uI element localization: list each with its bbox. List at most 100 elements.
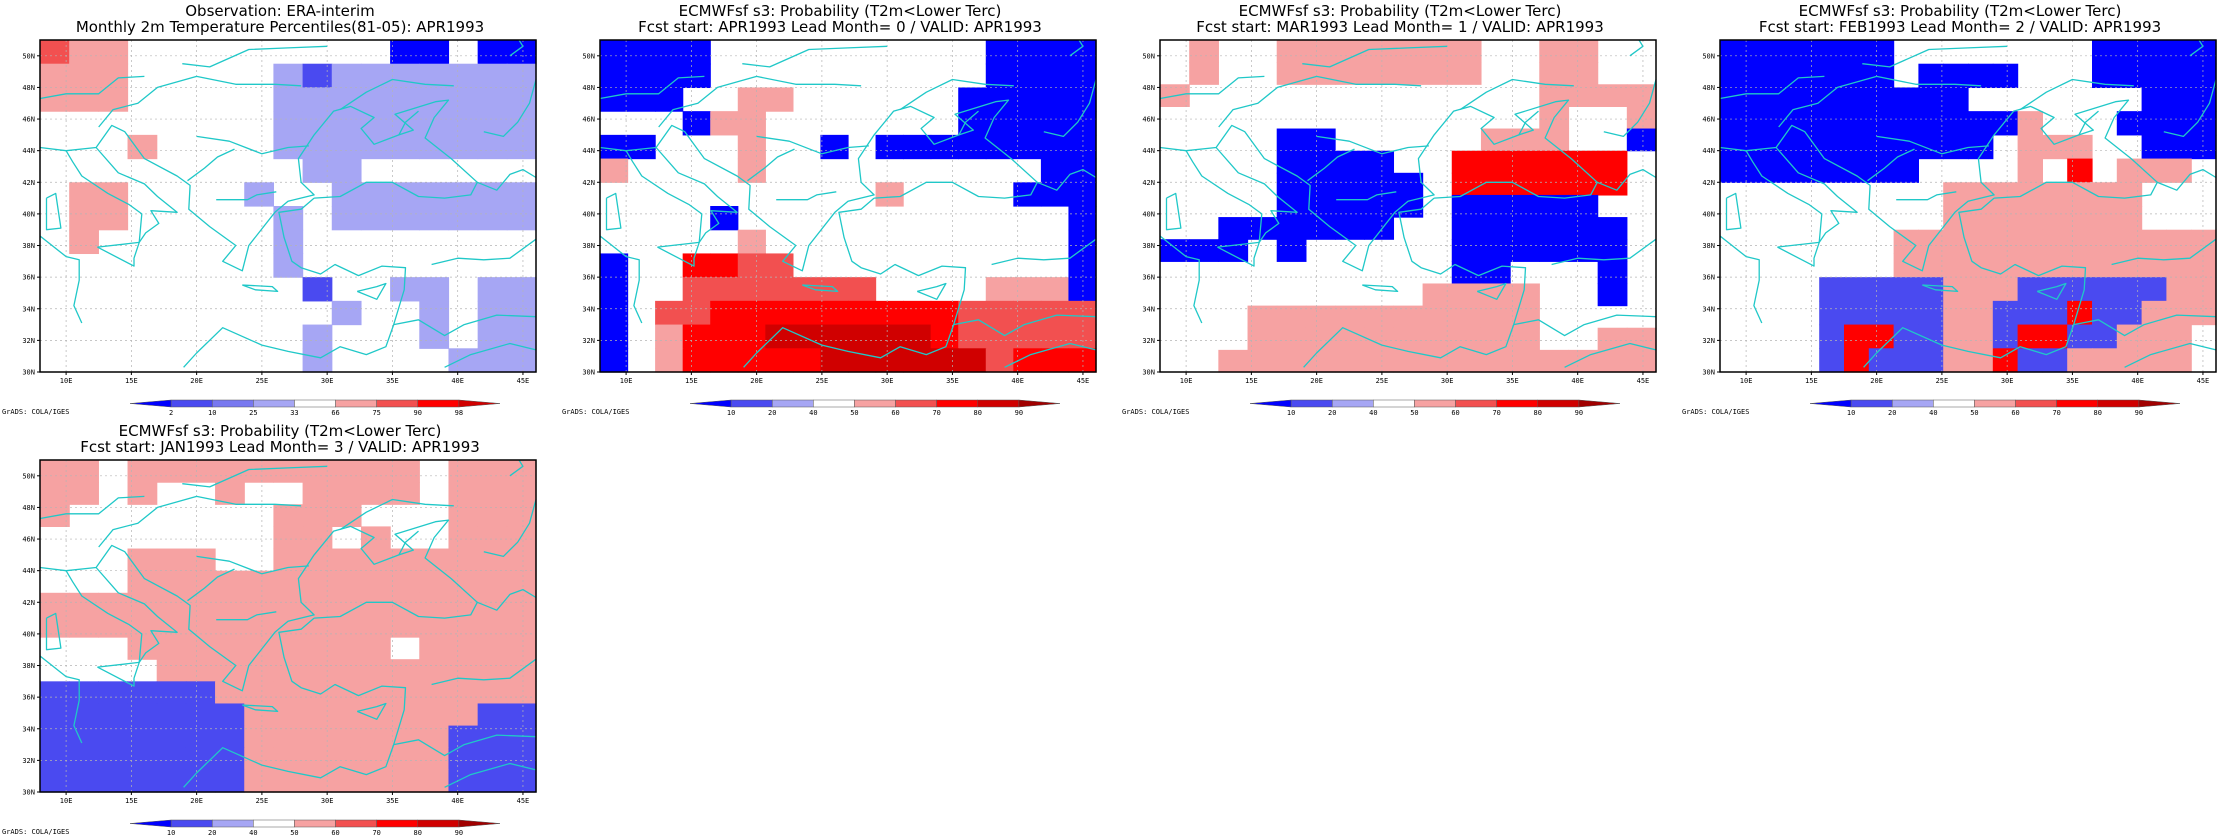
grid-cell <box>360 206 391 231</box>
grid-cell <box>477 681 508 705</box>
grid-cell <box>1510 150 1540 174</box>
grid-cell <box>506 134 537 160</box>
grid-cell <box>244 460 275 483</box>
grid-cell <box>360 111 391 136</box>
grid-cell <box>69 182 99 207</box>
grid-cell <box>1451 239 1482 262</box>
grid-cell <box>600 300 629 326</box>
grid-cell <box>273 592 304 616</box>
grid-cell <box>390 769 420 793</box>
colorbar-label: 60 <box>891 409 899 417</box>
colorbar-label: 60 <box>1451 409 1459 417</box>
grid-cell <box>1992 229 2019 255</box>
coastline <box>1159 99 1598 272</box>
grid-cell <box>903 134 932 160</box>
grid-cell <box>820 348 849 373</box>
coastline <box>393 314 537 337</box>
grid-cell <box>360 182 391 207</box>
grid-cell <box>848 324 877 349</box>
grid-cell <box>302 725 333 749</box>
colorbar-label: 80 <box>974 409 982 417</box>
colorbar-label: 50 <box>1410 409 1418 417</box>
lon-tick-label: 40E <box>2131 377 2144 385</box>
grid-cell <box>2017 134 2043 160</box>
grid-cell <box>1597 239 1628 262</box>
colorbar-label: 10 <box>727 409 735 417</box>
coastlines <box>39 459 537 788</box>
grid-cell <box>985 40 1014 65</box>
grid-cell <box>1968 111 1994 136</box>
colorbar-swatch <box>170 399 213 408</box>
grid-cell <box>600 134 629 160</box>
grid-cell <box>2166 253 2192 278</box>
grid-cell <box>448 504 479 527</box>
colorbar: 10 20 40 50 60 70 80 90 <box>129 819 501 837</box>
grid-cell <box>1335 327 1365 351</box>
grid-cell <box>2116 158 2143 183</box>
grid-cell <box>69 725 99 749</box>
grid-cell <box>1480 194 1511 218</box>
grid-cell <box>2042 324 2068 349</box>
lat-tick-label: 34N <box>22 305 35 313</box>
grid-cell <box>1305 194 1336 218</box>
colorbar-swatch <box>376 399 419 408</box>
shaded-cells <box>1720 40 2217 373</box>
colorbar-swatch <box>129 819 172 828</box>
coastline <box>483 79 537 138</box>
grid-cell <box>448 63 479 89</box>
lat-tick-label: 36N <box>1142 274 1155 282</box>
shaded-cells <box>1160 40 1657 373</box>
coastline <box>1459 78 1574 111</box>
grid-cell <box>765 253 794 278</box>
colorbar-swatch <box>1850 399 1893 408</box>
colorbar-swatch <box>129 399 172 408</box>
coastline <box>2157 168 2217 191</box>
grid-cell <box>1943 182 1969 207</box>
colorbar-label: 50 <box>850 409 858 417</box>
credit-text: GrADS: COLA/IGES <box>2 828 70 836</box>
grid-cell <box>737 253 766 278</box>
grid-cell <box>127 637 158 660</box>
coastline <box>1215 147 1298 243</box>
grid-cell <box>1068 63 1097 89</box>
grid-cell <box>360 526 391 550</box>
grid-cell <box>1539 62 1570 85</box>
grid-cell <box>600 40 629 65</box>
grid-cell <box>477 206 508 231</box>
grid-cell <box>1992 277 2019 302</box>
colorbar-swatch <box>1537 399 1580 408</box>
lat-tick-label: 38N <box>1142 242 1155 250</box>
grid-cell <box>1918 87 1944 112</box>
coastline <box>742 45 888 68</box>
grid-cell <box>985 300 1014 326</box>
grid-cell <box>1393 40 1424 63</box>
grid-cell <box>682 40 711 65</box>
grid-cell <box>1844 324 1870 349</box>
panel-title-line1: ECMWFsf s3: Probability (T2m<Lower Terc) <box>678 2 1002 20</box>
colorbar-label: 80 <box>2094 409 2102 417</box>
grid-cell <box>273 747 304 771</box>
grid-cell <box>1819 300 1845 326</box>
coastline <box>1867 148 1915 182</box>
map-frame <box>39 39 537 373</box>
grid-cell <box>1040 111 1070 136</box>
grid-cell <box>2141 111 2167 136</box>
grid-cell <box>506 703 537 727</box>
grid-cell <box>69 681 99 705</box>
coastline <box>216 611 277 621</box>
grid-cell <box>1744 40 1771 65</box>
colorbar-label: 90 <box>1015 409 1023 417</box>
coastline <box>953 314 1097 337</box>
grid-cell <box>1305 128 1336 152</box>
grid-cell <box>1868 111 1895 136</box>
grid-cell <box>1451 62 1482 85</box>
lat-tick-label: 34N <box>1142 305 1155 313</box>
colorbar-swatch <box>458 819 501 828</box>
grid-cell <box>331 158 362 183</box>
lat-tick-label: 40N <box>1142 210 1155 218</box>
grid-cell <box>477 134 508 160</box>
grid-cell <box>1568 217 1599 240</box>
grid-cell <box>2092 206 2118 231</box>
shaded-cells <box>40 40 537 373</box>
colorbar-label: 98 <box>455 409 463 417</box>
